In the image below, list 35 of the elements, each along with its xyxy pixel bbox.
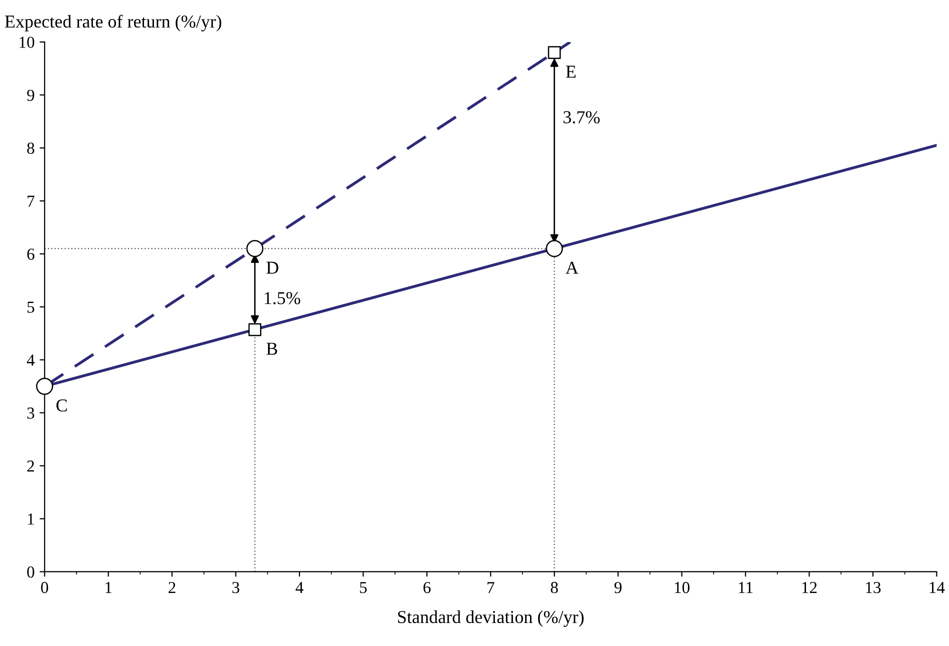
y-tick-label: 0 [27, 566, 34, 578]
y-tick-label: 10 [20, 36, 34, 48]
x-axis-title: Standard deviation (%/yr) [398, 610, 584, 627]
x-tick-label: 0 [41, 582, 48, 594]
x-tick-label: 6 [423, 582, 431, 594]
x-tick-label: 1 [106, 582, 112, 593]
y-tick-label: 6 [27, 248, 34, 260]
x-tick-label: 8 [550, 582, 558, 594]
y-tick-label: 3 [27, 408, 34, 419]
annotation: 1.5% [264, 292, 300, 304]
annotation: D [266, 262, 278, 274]
x-tick-label: 3 [232, 582, 240, 594]
x-tick-label: 11 [738, 582, 753, 593]
x-tick-label: 14 [930, 582, 945, 593]
x-tick-label: 10 [674, 582, 690, 594]
y-tick-label: 7 [28, 196, 34, 207]
x-tick-label: 4 [296, 582, 304, 593]
x-tick-label: 13 [866, 582, 881, 594]
y-tick-label: 8 [27, 142, 34, 154]
y-tick-label: 2 [27, 460, 34, 472]
annotation: C [56, 399, 67, 412]
x-tick-label: 5 [360, 582, 367, 594]
x-tick-label: 9 [614, 582, 622, 594]
y-tick-label: 1 [28, 514, 34, 525]
y-axis-title: Expected rate of return (%/yr) [4, 14, 222, 32]
annotation: A [566, 262, 578, 274]
annotation: 3.7% [564, 111, 600, 124]
x-tick-label: 12 [802, 582, 817, 593]
annotation: B [266, 342, 278, 355]
x-tick-label: 7 [488, 582, 494, 593]
y-tick-label: 4 [26, 354, 35, 366]
annotation: E [566, 66, 576, 78]
x-tick-label: 2 [168, 582, 176, 593]
y-tick-label: 5 [28, 302, 34, 313]
y-tick-label: 9 [27, 90, 34, 101]
